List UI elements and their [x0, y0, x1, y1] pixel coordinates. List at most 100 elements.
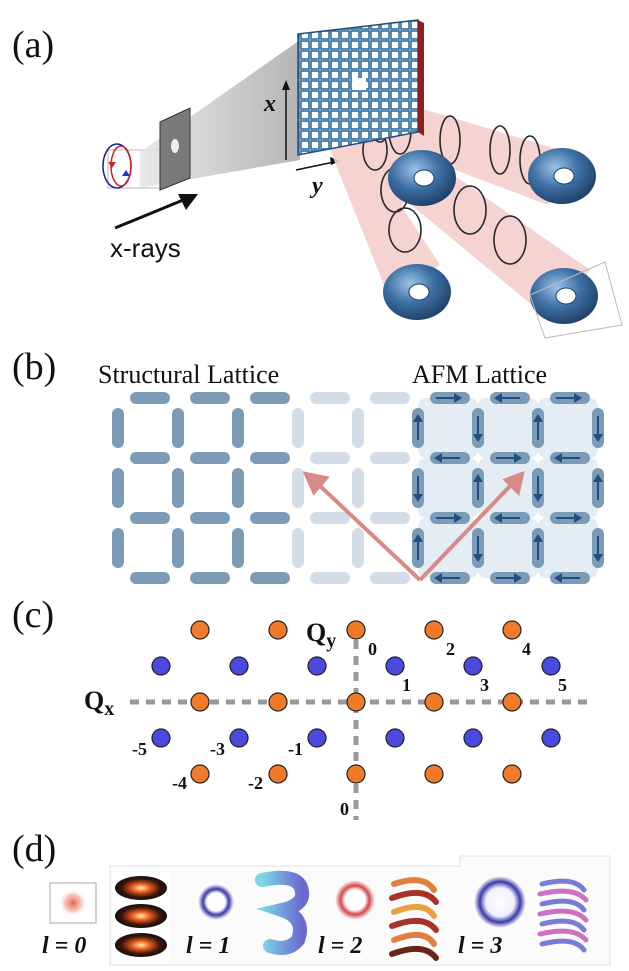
afm-cell-bg	[418, 458, 478, 518]
lattice-bond-vertical	[292, 468, 304, 508]
reciprocal-peak-orange	[346, 620, 366, 640]
lattice-bond-vertical	[112, 528, 124, 568]
spin-arrow	[556, 513, 582, 523]
torus-4	[530, 268, 598, 324]
spin-arrow	[413, 534, 423, 560]
reciprocal-peak-blue	[385, 656, 405, 676]
reciprocal-peak-orange	[346, 692, 366, 712]
reciprocal-peak-blue	[229, 728, 249, 748]
lattice-bond-horizontal	[310, 452, 350, 464]
reciprocal-peak-orange	[268, 692, 288, 712]
order-label-top-1: 1	[402, 675, 411, 695]
spin-arrow	[473, 416, 483, 442]
mode-l1-ring	[198, 884, 234, 920]
reciprocal-peak-orange	[190, 692, 210, 712]
lattice-bond-horizontal	[250, 512, 290, 524]
spin-arrow	[554, 453, 580, 463]
order-label-bottom-1: -1	[288, 739, 303, 759]
spin-arrow	[533, 414, 543, 440]
lattice-bond-vertical	[352, 528, 364, 568]
pinhole-plate	[159, 107, 191, 191]
afm-cell-bg	[478, 398, 538, 458]
afm-lattice-title: AFM Lattice	[412, 360, 548, 389]
mode-l3-helix	[537, 878, 589, 953]
spin-arrow	[434, 453, 460, 463]
mode-label-l3: l = 3	[458, 933, 503, 959]
lattice-bond-vertical	[172, 528, 184, 568]
structural-lattice-title: Structural Lattice	[98, 360, 280, 389]
lattice-bond-horizontal	[190, 512, 230, 524]
mode-label-l2: l = 2	[318, 933, 363, 959]
spin-arrow	[494, 513, 520, 523]
mode-l1-helix	[255, 870, 310, 955]
reciprocal-peak-orange	[268, 764, 288, 784]
reciprocal-peak-blue	[307, 656, 327, 676]
spin-arrow	[473, 536, 483, 562]
spin-arrow	[593, 536, 603, 562]
mode-l2-helix	[389, 877, 439, 961]
qy-label-sub: y	[326, 630, 337, 652]
reciprocal-peak-orange	[190, 764, 210, 784]
reciprocal-peak-orange	[424, 764, 444, 784]
lattice-bond-vertical	[112, 408, 124, 448]
spin-arrow	[556, 393, 582, 403]
lattice-bond-horizontal	[250, 452, 290, 464]
order-label-top-5: 5	[558, 675, 567, 695]
spin-arrow	[496, 573, 522, 583]
lattice-bond-vertical	[112, 468, 124, 508]
reciprocal-peak-orange	[502, 692, 522, 712]
reciprocal-peak-blue	[229, 656, 249, 676]
lattice-bond-vertical	[172, 408, 184, 448]
lattice-bond-vertical	[232, 528, 244, 568]
order-label-top-4: 4	[522, 639, 531, 659]
lattice-bond-horizontal	[370, 392, 410, 404]
reciprocal-peak-blue	[151, 728, 171, 748]
reciprocal-peak-blue	[463, 728, 483, 748]
spin-arrow	[533, 534, 543, 560]
spin-arrow	[533, 476, 543, 502]
lattice-bond-horizontal	[310, 512, 350, 524]
reciprocal-peak-blue	[541, 728, 561, 748]
lattice-bond-horizontal	[250, 392, 290, 404]
oam-beam-tori	[383, 148, 598, 324]
lattice-bond-horizontal	[310, 392, 350, 404]
lattice-bond-horizontal	[130, 572, 170, 584]
x-rays-label: x-rays	[110, 233, 181, 263]
reciprocal-peak-orange	[346, 764, 366, 784]
sample-axes	[282, 80, 340, 171]
lattice-bond-horizontal	[250, 572, 290, 584]
order-label-bottom-4: -4	[172, 773, 187, 793]
reciprocal-peak-orange	[502, 764, 522, 784]
reciprocal-peak-blue	[151, 656, 171, 676]
axis-y-label: y	[312, 173, 323, 199]
spin-arrow	[434, 573, 460, 583]
mode-label-l1: l = 1	[186, 933, 231, 959]
spin-arrow	[436, 393, 462, 403]
spin-arrow	[413, 414, 423, 440]
reciprocal-peak-orange	[190, 620, 210, 640]
lattice-bond-vertical	[352, 408, 364, 448]
lattice-bond-horizontal	[190, 452, 230, 464]
mode-l3-ring	[474, 876, 526, 928]
order-label-bottom-2: -2	[248, 773, 263, 793]
spin-arrow	[593, 416, 603, 442]
lattice-bond-horizontal	[310, 572, 350, 584]
x-ray-arrow	[114, 194, 198, 230]
qx-label-sub: x	[104, 698, 115, 720]
mode-label-l0: l = 0	[42, 933, 87, 959]
wavevector-arrows	[302, 470, 525, 582]
torus-2	[528, 148, 596, 204]
afm-cell-bg	[478, 518, 538, 578]
afm-cell-bg	[538, 458, 598, 518]
mode-l0-wavefronts	[112, 872, 170, 962]
reciprocal-peak-blue	[307, 728, 327, 748]
sample-mesh	[297, 19, 424, 156]
order-label-bottom-3: -3	[210, 739, 225, 759]
panel-label-c: (c)	[12, 594, 55, 636]
reciprocal-peak-orange	[268, 620, 288, 640]
lattice-bond-horizontal	[370, 452, 410, 464]
spin-arrow	[554, 573, 580, 583]
qx-axis-label: Qx	[84, 688, 114, 720]
